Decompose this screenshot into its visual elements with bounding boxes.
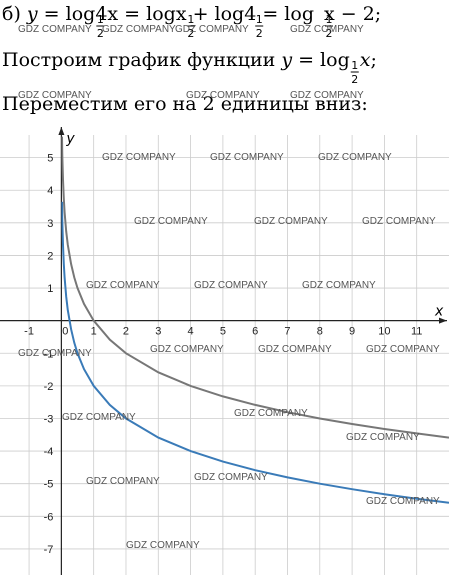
x-arrow: [439, 317, 447, 324]
x-tick-label: 3: [155, 326, 161, 338]
math-line: б) y = log4x = logx + log4 = log x − 2;: [2, 3, 381, 25]
y-tick-label: 3: [47, 218, 53, 230]
watermark: GDZ COMPANY: [62, 412, 136, 423]
y-tick-label: -2: [44, 381, 54, 393]
watermark: GDZ COMPANY: [175, 24, 249, 35]
math-text: = log: [292, 49, 350, 71]
y-tick-label: -4: [44, 446, 54, 458]
watermark: GDZ COMPANY: [86, 476, 160, 487]
watermark: GDZ COMPANY: [234, 408, 308, 419]
watermark: GDZ COMPANY: [18, 90, 92, 101]
x-tick-label: -1: [24, 326, 34, 338]
x-tick-label: 0: [62, 326, 68, 338]
watermark: GDZ COMPANY: [194, 472, 268, 483]
y-tick-label: 4: [47, 185, 53, 197]
watermark: GDZ COMPANY: [210, 152, 284, 163]
x-tick-label: 6: [252, 326, 258, 338]
x-tick-label: 4: [188, 326, 194, 338]
watermark: GDZ COMPANY: [318, 152, 392, 163]
math-line: Переместим его на 2 единицы вниз:: [2, 93, 368, 115]
curve: [61, 201, 449, 504]
math-text: x: [360, 49, 371, 71]
watermark: GDZ COMPANY: [362, 216, 436, 227]
y-tick-label: 2: [47, 250, 53, 262]
y-tick-label: 1: [47, 283, 53, 295]
watermark: GDZ COMPANY: [126, 540, 200, 551]
y-tick-label: -7: [44, 544, 54, 556]
y-tick-label: 5: [47, 153, 53, 165]
math-text: = log: [38, 3, 96, 25]
frac-den: 2: [351, 73, 358, 86]
frac-num: 1: [97, 13, 104, 26]
watermark: GDZ COMPANY: [258, 344, 332, 355]
watermark: GDZ COMPANY: [302, 280, 376, 291]
watermark: GDZ COMPANY: [186, 90, 260, 101]
math-text: y: [26, 3, 38, 25]
watermark: GDZ COMPANY: [102, 24, 176, 35]
x-tick-label: 8: [317, 326, 323, 338]
watermark: GDZ COMPANY: [290, 90, 364, 101]
math-text: Построим график функции: [2, 49, 281, 71]
math-text: x + log: [176, 3, 244, 25]
watermark: GDZ COMPANY: [366, 496, 440, 507]
x-tick-label: 5: [220, 326, 226, 338]
watermark: GDZ COMPANY: [254, 216, 328, 227]
math-text: 4 = log: [244, 3, 314, 25]
math-text: ;: [370, 49, 376, 71]
x-tick-label: 10: [378, 326, 390, 338]
x-tick-label: 11: [411, 326, 422, 338]
frac-den: 2: [97, 27, 104, 40]
watermark: GDZ COMPANY: [150, 344, 224, 355]
y-tick-label: -1: [44, 348, 54, 360]
watermark: GDZ COMPANY: [366, 344, 440, 355]
y-tick-label: -6: [44, 511, 54, 523]
curve: [61, 136, 449, 439]
frac-num: 1: [351, 59, 358, 72]
frac-den: 2: [256, 27, 263, 40]
watermark: GDZ COMPANY: [18, 24, 92, 35]
frac-num: 1: [187, 13, 194, 26]
math-text: y: [280, 49, 292, 71]
math-text: б): [2, 3, 27, 25]
watermark: GDZ COMPANY: [18, 348, 92, 359]
frac-num: 1: [325, 13, 332, 26]
watermark: GDZ COMPANY: [86, 280, 160, 291]
math-line: Построим график функции y = log x;: [2, 49, 377, 71]
y-tick-label: -3: [44, 413, 54, 425]
y-tick-label: -5: [44, 479, 54, 491]
y-arrow: [58, 127, 65, 135]
x-tick-label: 7: [284, 326, 290, 338]
x-tick-label: 2: [123, 326, 129, 338]
x-tick-label: 9: [349, 326, 355, 338]
y-axis-label: y: [65, 131, 75, 147]
x-tick-label: 1: [91, 326, 97, 338]
watermark: GDZ COMPANY: [102, 152, 176, 163]
frac-den: 2: [187, 27, 194, 40]
watermark: GDZ COMPANY: [194, 280, 268, 291]
frac-den: 2: [325, 27, 332, 40]
math-text: x − 2;: [324, 3, 381, 25]
frac-num: 1: [256, 13, 263, 26]
math-text: 4x = log: [95, 3, 175, 25]
watermark: GDZ COMPANY: [346, 432, 420, 443]
watermark: GDZ COMPANY: [290, 24, 364, 35]
x-axis-label: x: [434, 304, 444, 320]
watermark: GDZ COMPANY: [134, 216, 208, 227]
